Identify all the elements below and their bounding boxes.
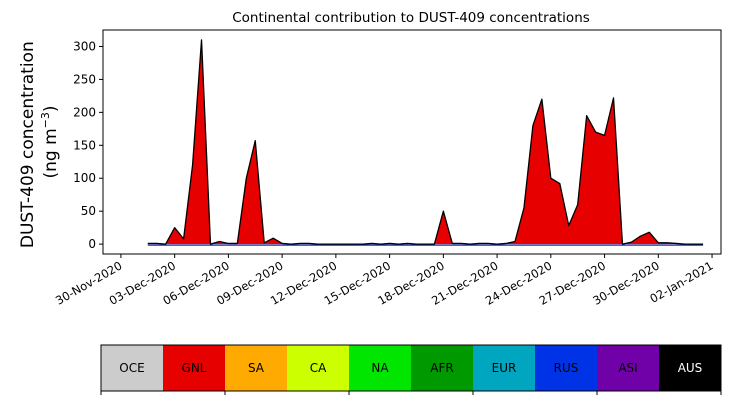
- plot-area: [147, 39, 704, 246]
- colorbar-frame: [100, 344, 722, 392]
- plot-frame: [102, 29, 722, 255]
- region-colorbar: OCE GNL SA CA NA AFR EUR RUS ASI AUS: [100, 344, 722, 395]
- y-tick-label: 50: [81, 204, 96, 218]
- colorbar-cell-gnl: [163, 345, 225, 391]
- colorbar-label-aus: AUS: [678, 361, 703, 375]
- y-tick-label: 300: [73, 39, 96, 53]
- y-axis-label: DUST-409 concentration (ng m−3): [18, 36, 61, 248]
- colorbar-cell-rus: [535, 345, 597, 391]
- colorbar-cell-na: [349, 345, 411, 391]
- colorbar-cell-aus: [659, 345, 721, 391]
- colorbar-label-sa: SA: [248, 361, 265, 375]
- total-line: [147, 39, 704, 245]
- y-tick-label: 0: [88, 237, 96, 251]
- colorbar-label-na: NA: [371, 361, 389, 375]
- y-tick-label: 100: [73, 171, 96, 185]
- chart-title: Continental contribution to DUST-409 con…: [232, 10, 590, 26]
- y-axis-label-line2: (ng m−3): [39, 105, 61, 178]
- y-axis-label-line1: DUST-409 concentration: [18, 41, 38, 248]
- y-tick-label: 250: [73, 72, 96, 86]
- y-axis-label-unit: (ng m: [41, 128, 61, 178]
- colorbar-cell-oce: [101, 345, 163, 391]
- colorbar-cell-sa: [225, 345, 287, 391]
- colorbar-label-afr: AFR: [430, 361, 453, 375]
- x-axis: 30-Nov-202003-Dec-202006-Dec-202009-Dec-…: [53, 254, 716, 308]
- colorbar-cell-ca: [287, 345, 349, 391]
- y-axis: 0 50 100 150 200 250 300: [73, 39, 103, 251]
- colorbar-label-ca: CA: [310, 361, 327, 375]
- colorbar-cell-eur: [473, 345, 535, 391]
- colorbar-cell-asi: [597, 345, 659, 391]
- colorbar-label-oce: OCE: [119, 361, 144, 375]
- colorbar-label-asi: ASI: [618, 361, 637, 375]
- colorbar-label-eur: EUR: [492, 361, 517, 375]
- y-axis-label-close: ): [41, 105, 61, 112]
- y-tick-label: 200: [73, 105, 96, 119]
- colorbar-label-gnl: GNL: [182, 361, 207, 375]
- y-tick-label: 150: [73, 138, 96, 152]
- y-axis-label-exponent: −3: [39, 112, 52, 128]
- colorbar-label-rus: RUS: [554, 361, 579, 375]
- gnl-area: [147, 39, 704, 245]
- colorbar-cell-afr: [411, 345, 473, 391]
